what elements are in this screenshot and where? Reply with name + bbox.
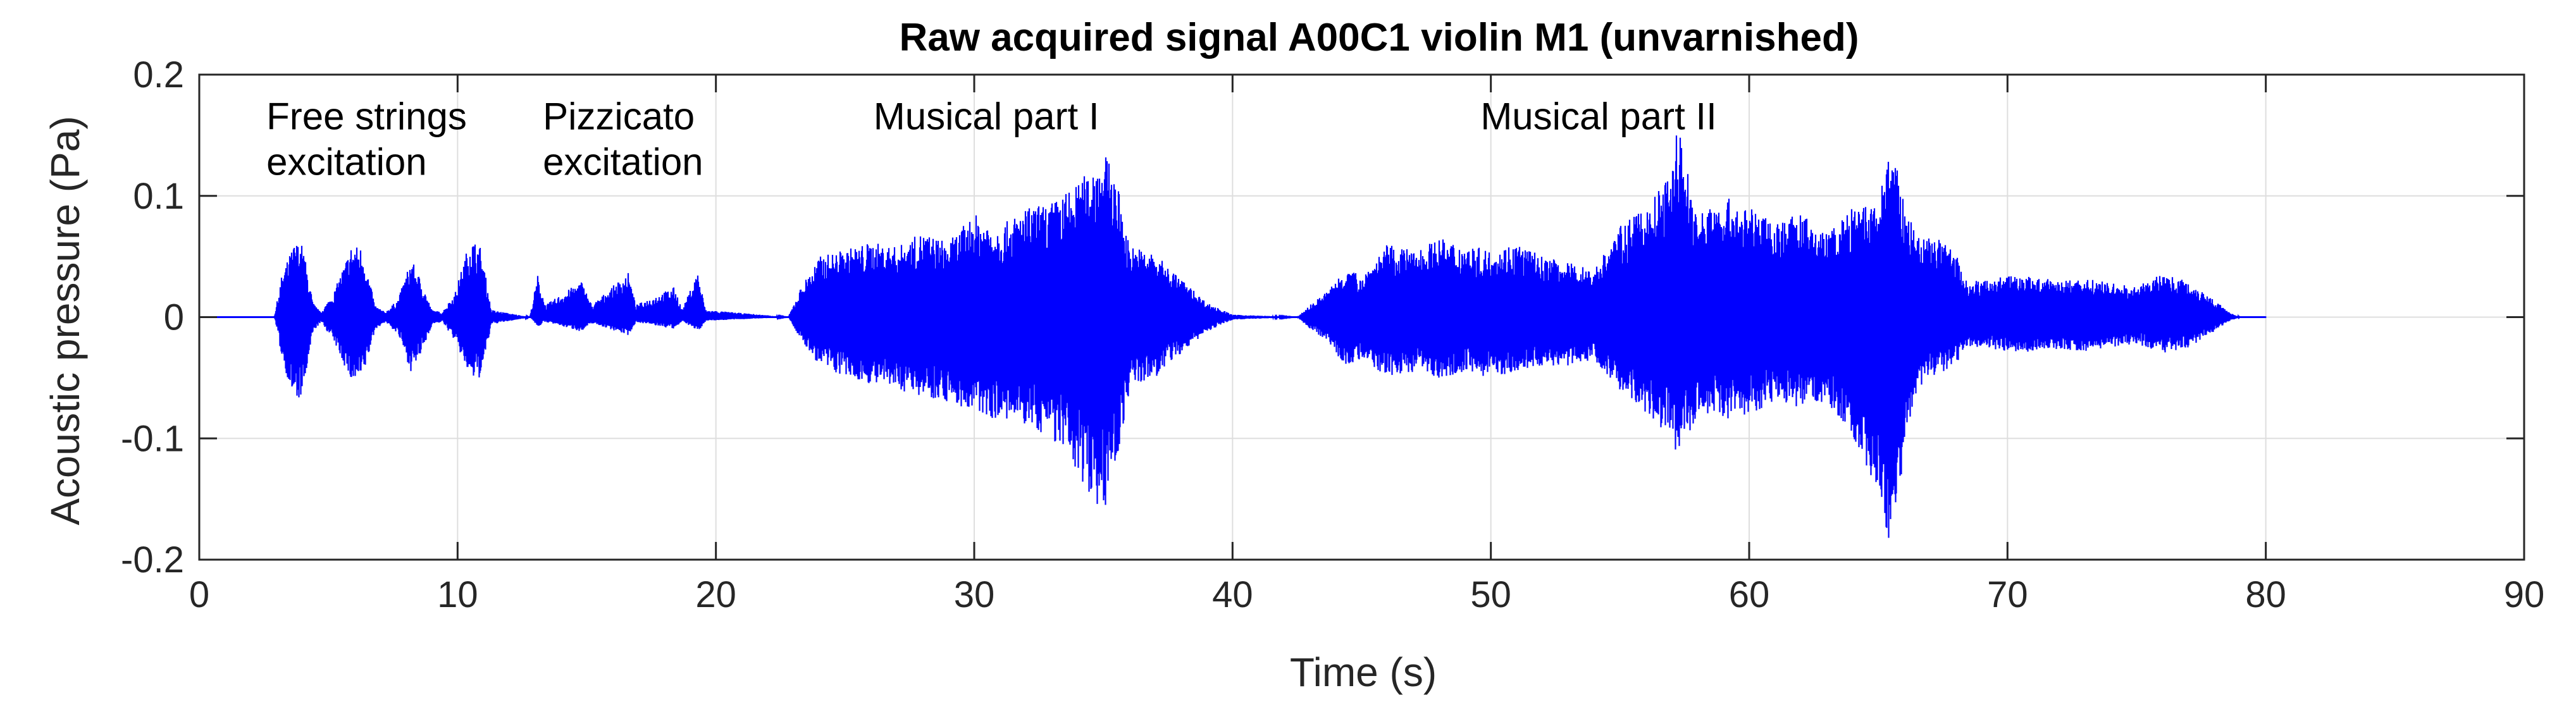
annotation-line: Free strings — [266, 95, 467, 137]
annotation-label: Pizzicato excitation — [543, 95, 703, 183]
x-tick-label: 20 — [695, 574, 736, 615]
x-tick-label: 80 — [2245, 574, 2286, 615]
y-axis-label: Acoustic pressure (Pa) — [42, 116, 88, 525]
annotation-label: Free strings excitation — [266, 95, 467, 183]
annotation-line: Pizzicato — [543, 95, 695, 137]
y-tick-label: 0.1 — [133, 176, 184, 217]
y-tick-label: 0 — [164, 297, 184, 338]
y-tick-label: 0.2 — [133, 54, 184, 95]
annotation-label: Musical part II — [1480, 95, 1716, 137]
x-tick-label: 60 — [1729, 574, 1770, 615]
annotation-line: excitation — [543, 140, 703, 183]
x-tick-label: 0 — [189, 574, 209, 615]
chart-title: Raw acquired signal A00C1 violin M1 (unv… — [899, 16, 1859, 59]
annotation-label: Musical part I — [874, 95, 1099, 137]
x-tick-label: 90 — [2504, 574, 2545, 615]
signal-plot — [199, 135, 2267, 538]
annotation-line: Musical part I — [874, 95, 1099, 137]
y-tick-label: -0.2 — [121, 539, 184, 581]
annotation-line: excitation — [266, 140, 426, 183]
x-tick-label: 30 — [954, 574, 995, 615]
x-tick-label: 50 — [1470, 574, 1511, 615]
x-axis-label: Time (s) — [1290, 649, 1437, 695]
x-tick-label: 40 — [1212, 574, 1253, 615]
y-tick-label: -0.1 — [121, 418, 184, 459]
ticks: 0 10 20 30 40 50 60 70 80 90 0.2 0.1 0 -0.1 -0.2 — [121, 54, 2544, 615]
x-tick-label: 10 — [437, 574, 478, 615]
x-tick-label: 70 — [1987, 574, 2028, 615]
annotation-line: Musical part II — [1480, 95, 1716, 137]
